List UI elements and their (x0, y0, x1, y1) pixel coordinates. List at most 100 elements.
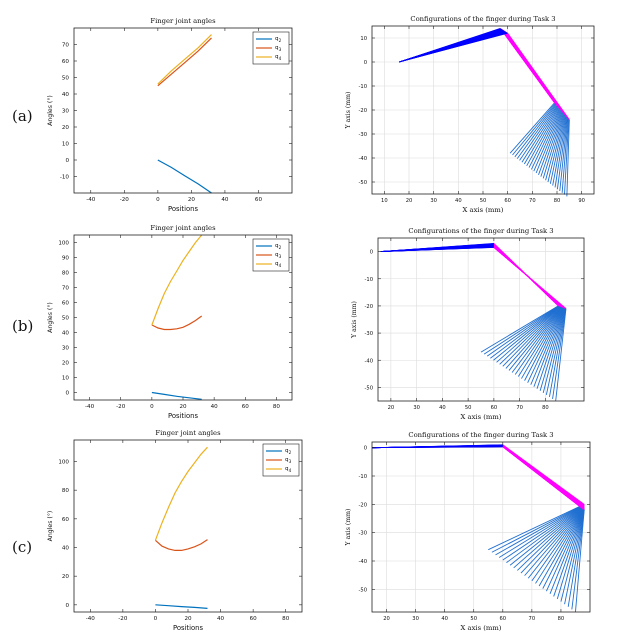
y-tick-label: 30 (62, 109, 70, 115)
x-tick-label: 50 (480, 198, 487, 204)
finger-middle-link (493, 247, 567, 309)
finger-middle-link (507, 32, 570, 120)
x-tick-label: 50 (470, 616, 477, 622)
x-tick-label: 40 (217, 616, 225, 622)
finger-distal-link (498, 504, 585, 558)
x-tick-label: 60 (499, 616, 506, 622)
finger-distal-link (516, 104, 557, 159)
finger-distal-link (517, 505, 585, 571)
chart-title: Finger joint angles (155, 429, 221, 437)
finger-distal-link (531, 506, 585, 582)
x-tick-label: 80 (282, 616, 290, 622)
legend: q2 q3 q4 (252, 31, 290, 65)
finger-distal-link (496, 306, 561, 363)
x-tick-label: 70 (529, 198, 536, 204)
series-line-q4 (151, 234, 203, 326)
finger-distal-link (488, 503, 585, 551)
y-tick-label: 70 (62, 286, 70, 292)
y-tick-label: 100 (58, 241, 69, 247)
row-label-c: (c) (12, 538, 33, 556)
x-tick-label: -20 (120, 197, 130, 203)
chart-title: Configurations of the finger during Task… (408, 431, 553, 439)
series-line-q4 (157, 34, 212, 85)
x-axis-label: X axis (mm) (461, 624, 502, 632)
x-tick-label: 20 (388, 405, 395, 411)
legend-label-q2: q2 (285, 448, 292, 455)
x-tick-label: 30 (413, 405, 420, 411)
finger-distal-link (549, 308, 566, 398)
y-axis-label: Angles (°) (46, 302, 54, 333)
x-tick-label: 70 (516, 405, 523, 411)
x-tick-label: 80 (542, 405, 549, 411)
finger-distal-link (517, 307, 563, 377)
y-axis-label: Angles (°) (46, 511, 54, 542)
finger-distal-link (521, 106, 558, 163)
finger-distal-link (533, 109, 562, 172)
y-tick-label: 60 (62, 301, 70, 307)
legend: q2 q3 q4 (262, 443, 300, 477)
y-tick-label: -50 (359, 180, 367, 186)
y-tick-label: 60 (62, 59, 70, 65)
finger-proximal-link (380, 247, 494, 252)
x-tick-label: 20 (406, 198, 413, 204)
y-tick-label: 40 (62, 92, 70, 98)
x-tick-label: 60 (491, 405, 498, 411)
finger-distal-link (490, 305, 560, 359)
y-tick-label: -10 (60, 175, 70, 181)
finger-distal-link (567, 509, 585, 607)
finger-distal-link (561, 118, 569, 193)
finger-distal-link (556, 508, 585, 600)
chart-title: Finger joint angles (150, 17, 216, 25)
x-tick-label: 0 (156, 197, 160, 203)
finger-distal-link (526, 107, 560, 167)
x-tick-label: 40 (221, 197, 229, 203)
x-tick-label: 80 (558, 616, 565, 622)
y-tick-label: -40 (359, 559, 367, 565)
finger-distal-link (549, 508, 585, 594)
y-tick-label: 20 (62, 125, 70, 131)
x-tick-label: 80 (554, 198, 561, 204)
y-tick-label: -20 (359, 502, 367, 508)
finger-proximal-link (371, 446, 503, 449)
y-tick-label: 0 (370, 250, 373, 256)
y-tick-label: 90 (62, 256, 70, 262)
finger-proximal-link (399, 32, 508, 63)
x-tick-label: -20 (116, 404, 126, 410)
series-line-q2 (151, 391, 202, 400)
finger-distal-link (531, 108, 561, 170)
finger-distal-link (547, 113, 565, 183)
y-tick-label: -30 (359, 531, 367, 537)
legend: q2 q3 q4 (252, 238, 290, 272)
y-tick-label: -20 (365, 304, 373, 310)
x-tick-label: -40 (85, 404, 95, 410)
finger-distal-link (491, 504, 585, 553)
finger-distal-link (530, 307, 564, 385)
finger-distal-link (519, 105, 558, 161)
x-tick-label: 60 (504, 198, 511, 204)
finger-distal-link (536, 307, 565, 389)
y-tick-label: -40 (365, 358, 373, 364)
finger-distal-link (509, 102, 555, 154)
finger-distal-link (524, 506, 585, 576)
finger-distal-link (552, 308, 567, 400)
finger-distal-link (514, 103, 557, 158)
finger-distal-link (533, 307, 565, 387)
x-tick-label: 40 (211, 404, 219, 410)
x-tick-label: 60 (250, 616, 258, 622)
finger-distal-link (512, 103, 556, 156)
finger-distal-link (542, 112, 564, 179)
finger-distal-link (506, 505, 585, 564)
y-tick-label: 80 (62, 488, 70, 494)
finger-distal-link (566, 119, 570, 197)
finger-distal-link (524, 307, 564, 381)
finger-distal-link (539, 307, 565, 391)
x-tick-label: 30 (430, 198, 437, 204)
legend-label-q2: q2 (275, 243, 282, 250)
x-axis-label: Positions (168, 205, 198, 213)
x-tick-label: 20 (179, 404, 187, 410)
chart-panel: 20 30 40 50 60 70 80 0 -10 -20 -30 -40 -50 Configurat… (345, 431, 591, 632)
legend-label-q2: q2 (275, 36, 282, 43)
finger-distal-link (535, 507, 585, 584)
x-tick-label: 20 (188, 197, 196, 203)
